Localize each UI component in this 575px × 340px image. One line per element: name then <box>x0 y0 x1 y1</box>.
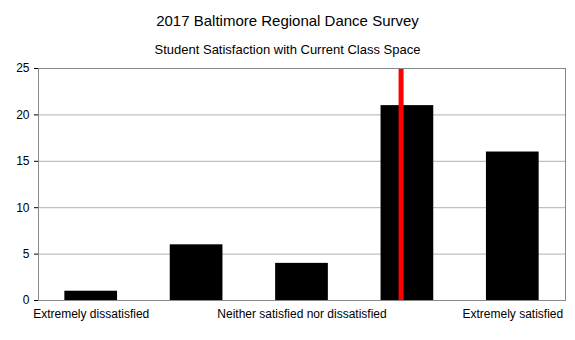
svg-text:20: 20 <box>16 108 30 122</box>
html-text:2017 Baltimore Regional Dance: 2017 Baltimore Regional Dance Survey <box>156 12 419 29</box>
svg-text:Extremely satisfied: Extremely satisfied <box>462 307 563 321</box>
svg-text:25: 25 <box>16 61 30 75</box>
svg-text:Extremely dissatisfied: Extremely dissatisfied <box>33 307 149 321</box>
svg-text:5: 5 <box>23 247 30 261</box>
svg-text:Neither satisfied nor dissatis: Neither satisfied nor dissatisfied <box>217 307 386 321</box>
svg-text:15: 15 <box>16 154 30 168</box>
html-text:Student Satisfaction with Curr: Student Satisfaction with Current Class … <box>154 42 421 57</box>
svg-text:0: 0 <box>23 293 30 307</box>
svg-text:10: 10 <box>16 201 30 215</box>
